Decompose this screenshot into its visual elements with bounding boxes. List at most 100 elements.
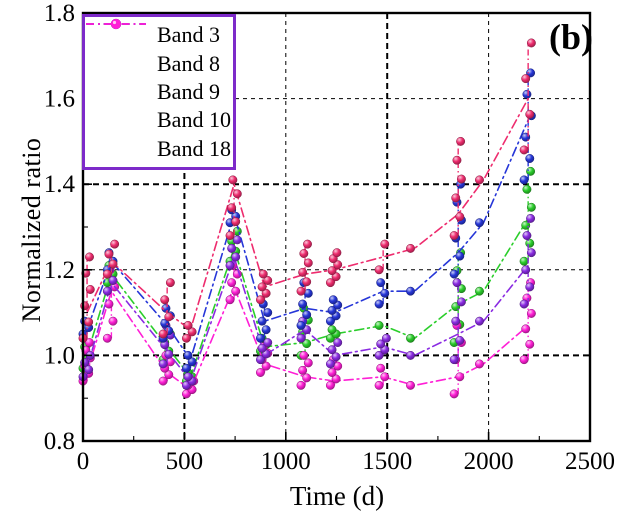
data-point [380,239,390,249]
data-point [84,317,94,327]
data-point [165,278,175,288]
data-point [303,239,312,249]
data-point [522,89,532,99]
data-point [406,380,415,390]
data-point [299,249,309,258]
data-point [228,175,238,185]
data-point [525,238,535,248]
data-point [327,325,337,335]
data-point [455,251,465,261]
data-point [108,276,118,285]
data-point [104,249,114,259]
data-point [261,288,271,298]
data-point [374,350,384,360]
data-point [263,338,273,348]
data-point [374,320,384,330]
data-point [299,350,309,360]
data-point [181,363,191,373]
data-point [519,299,529,309]
data-point [85,252,94,262]
data-point [80,358,90,367]
data-point [227,243,237,253]
data-point [160,318,170,328]
data-point [475,218,484,228]
data-point [455,372,465,382]
data-point [102,333,112,343]
data-point [519,355,529,365]
x-tick-label: 500 [166,448,204,475]
data-point [257,282,267,292]
data-point [183,372,193,382]
x-tick-label: 0 [77,448,90,475]
x-tick-label: 1000 [261,448,311,475]
data-point [183,350,193,360]
data-point [526,309,536,318]
x-tick-label: 1500 [362,448,412,475]
data-point [526,38,536,48]
data-point [519,145,529,155]
data-point [225,261,235,270]
data-point [160,295,170,305]
data-point [526,166,536,176]
data-point [227,203,237,213]
data-point [406,333,415,343]
data-point [327,368,337,377]
data-point [296,333,306,343]
data-point [451,316,461,326]
data-point [374,380,384,390]
data-point [333,260,343,270]
axes-ticks: 0 500 1000 1500 2000 2500 0.8 1.0 1.2 1.4 1.6 1.8 [44,0,615,475]
data-point [475,316,484,326]
data-point [302,277,312,287]
data-point [374,299,384,309]
data-point [303,358,313,368]
data-point [374,265,384,275]
legend-item-band-18: Band 18 [86,18,231,163]
data-point [85,285,95,294]
data-point [521,74,531,84]
data-point [381,333,391,343]
data-point [108,316,118,326]
data-point [380,288,390,298]
data-point [187,327,197,337]
data-point [376,278,386,288]
data-point [225,295,235,305]
data-point [261,361,271,371]
data-point [232,189,242,199]
data-point [296,380,306,390]
legend-item-band-8: Band 8 [86,18,227,77]
data-point [327,306,337,315]
data-point [257,316,267,326]
data-point [325,359,335,369]
data-point [526,213,536,223]
y-tick-label: 1.4 [44,171,76,198]
legend-line-sphere-icon [86,18,151,71]
data-point [302,339,312,349]
data-point [449,389,459,399]
data-point [303,258,313,268]
legend-label: Band 10 [157,107,231,133]
data-point [183,320,193,330]
y-tick-label: 1.6 [44,86,75,113]
data-point [325,278,335,288]
data-point [328,295,338,305]
data-point [298,365,308,375]
data-point [102,286,112,296]
y-axis-title: Normalized ratio [17,137,46,323]
data-point [302,373,312,383]
x-tick-label: 2000 [464,448,514,475]
legend-label: Band 18 [157,135,231,161]
data-point [158,376,168,386]
data-point [104,299,114,309]
data-point [84,365,94,375]
data-point [257,343,267,353]
data-point [232,235,242,245]
data-point [525,339,535,349]
data-point [456,174,466,184]
data-point [164,312,174,322]
data-point [522,231,532,241]
data-point [449,231,459,241]
data-point [296,320,306,330]
data-point [449,355,459,365]
